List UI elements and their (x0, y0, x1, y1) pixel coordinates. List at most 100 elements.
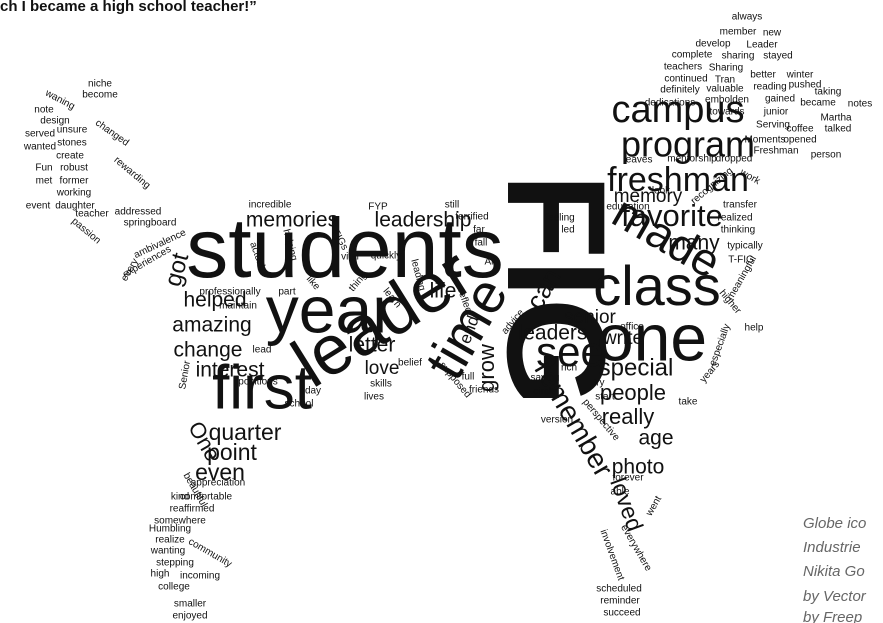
word: passion (69, 216, 102, 247)
word: sharing (722, 51, 755, 62)
word: involvement (598, 528, 627, 582)
word: look (652, 186, 671, 197)
word: member (720, 27, 757, 38)
word: love (365, 358, 400, 379)
word: complete (672, 50, 713, 61)
word: teacher (75, 209, 109, 220)
word: reminder (600, 596, 640, 607)
word: appreciation (191, 478, 245, 489)
word: became (800, 98, 836, 109)
word: many (668, 232, 720, 255)
word: forever (612, 473, 644, 484)
word: terrified (455, 212, 488, 223)
word: vital (341, 252, 359, 263)
word: lives (364, 392, 384, 403)
word: try (593, 378, 604, 389)
word: reading (753, 82, 786, 93)
word-cloud: ch I became a high school teacher!” stud… (0, 0, 883, 623)
word: notes (848, 99, 872, 110)
word: mentorship (667, 154, 717, 165)
word: working (56, 188, 91, 199)
word: Senior (177, 359, 193, 390)
word: version (541, 415, 573, 426)
word: changed (93, 118, 131, 149)
word: life (430, 280, 457, 303)
credit-line: Globe ico (803, 515, 866, 532)
word: skills (370, 379, 392, 390)
word: embolden (705, 95, 749, 106)
credit-line: by Vector (803, 588, 867, 605)
word: comfortable (180, 492, 233, 503)
word: develop (695, 39, 730, 50)
word: FYP (368, 202, 388, 213)
word: springboard (124, 218, 177, 229)
word: opened (783, 135, 816, 146)
word: realize (155, 535, 185, 546)
word: able (611, 487, 630, 498)
word: stayed (763, 51, 792, 62)
credit-line: Industrie (803, 539, 861, 556)
credit-line: by Freep (803, 609, 862, 623)
word: take (679, 397, 698, 408)
credit-line: Nikita Go (803, 563, 865, 580)
word: quickly (371, 251, 402, 262)
word: niche (88, 79, 112, 90)
word: college (158, 582, 190, 593)
word: succeed (603, 608, 640, 619)
word: wanted (23, 142, 56, 153)
word: dedications (645, 98, 696, 109)
word: saying (531, 373, 560, 384)
word: stepping (156, 558, 194, 569)
word: special (599, 354, 674, 381)
word: Serving (756, 120, 790, 131)
word: typically (727, 241, 763, 252)
word: letter (349, 334, 396, 357)
word: coffee (786, 124, 813, 135)
word: Freshman (753, 146, 798, 157)
word: robust (60, 163, 88, 174)
word: note (34, 105, 54, 116)
word: day (305, 386, 321, 397)
word: help (745, 323, 764, 334)
word: office (620, 322, 644, 333)
word: Martha (820, 113, 852, 124)
word: rewarding (112, 155, 153, 192)
word: Fun (35, 163, 52, 174)
word: circle (533, 387, 557, 398)
word: high (151, 569, 170, 580)
word: stones (57, 138, 86, 149)
word: thinking (721, 225, 755, 236)
word: professionally (199, 287, 260, 298)
word: Humbling (149, 524, 191, 535)
word: scheduled (596, 584, 642, 595)
word: lead (253, 345, 272, 356)
word: new (763, 28, 782, 39)
word: create (56, 151, 84, 162)
word: leaves (624, 155, 653, 166)
word: positions (238, 377, 277, 388)
word: start (595, 392, 615, 403)
word: talked (825, 124, 852, 135)
word: school (285, 399, 314, 410)
word: amazing (172, 314, 251, 337)
word: former (60, 176, 90, 187)
word: fall (475, 238, 488, 249)
word: enjoyed (172, 611, 207, 622)
word: towards (709, 107, 744, 118)
word: realized (717, 213, 752, 224)
word: smaller (174, 599, 207, 610)
word: feeling (545, 213, 574, 224)
word: leaders (519, 322, 588, 345)
word: junior (763, 107, 789, 118)
word: wanting (150, 546, 185, 557)
word: event (26, 201, 51, 212)
word: unsure (57, 125, 88, 136)
word: taking (815, 87, 842, 98)
word: gained (765, 94, 795, 105)
word: addressed (115, 207, 162, 218)
word: led (561, 225, 574, 236)
word: friends (469, 385, 499, 396)
word: served (25, 129, 55, 140)
word: went (644, 494, 665, 519)
word: teachers (664, 62, 702, 73)
